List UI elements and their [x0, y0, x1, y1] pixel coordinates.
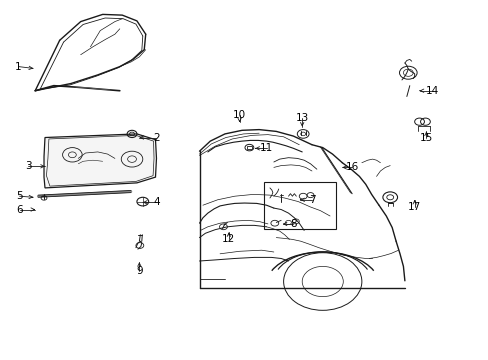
Text: 9: 9 [136, 266, 142, 276]
Text: 10: 10 [233, 110, 245, 120]
Text: 15: 15 [419, 132, 432, 143]
Text: 1: 1 [15, 62, 22, 72]
Text: 7: 7 [308, 195, 315, 205]
Text: 6: 6 [16, 204, 23, 215]
Bar [264, 182, 336, 229]
Text: 8: 8 [289, 219, 296, 229]
Text: 11: 11 [259, 143, 273, 153]
Text: 4: 4 [153, 197, 160, 207]
Text: 13: 13 [295, 113, 308, 123]
Text: 12: 12 [222, 234, 235, 244]
Text: 2: 2 [153, 132, 160, 143]
Text: 14: 14 [425, 86, 439, 96]
Text: 16: 16 [345, 162, 358, 172]
Text: 3: 3 [25, 161, 32, 171]
Text: 5: 5 [16, 191, 23, 201]
Polygon shape [44, 134, 156, 188]
Text: 17: 17 [407, 202, 421, 212]
